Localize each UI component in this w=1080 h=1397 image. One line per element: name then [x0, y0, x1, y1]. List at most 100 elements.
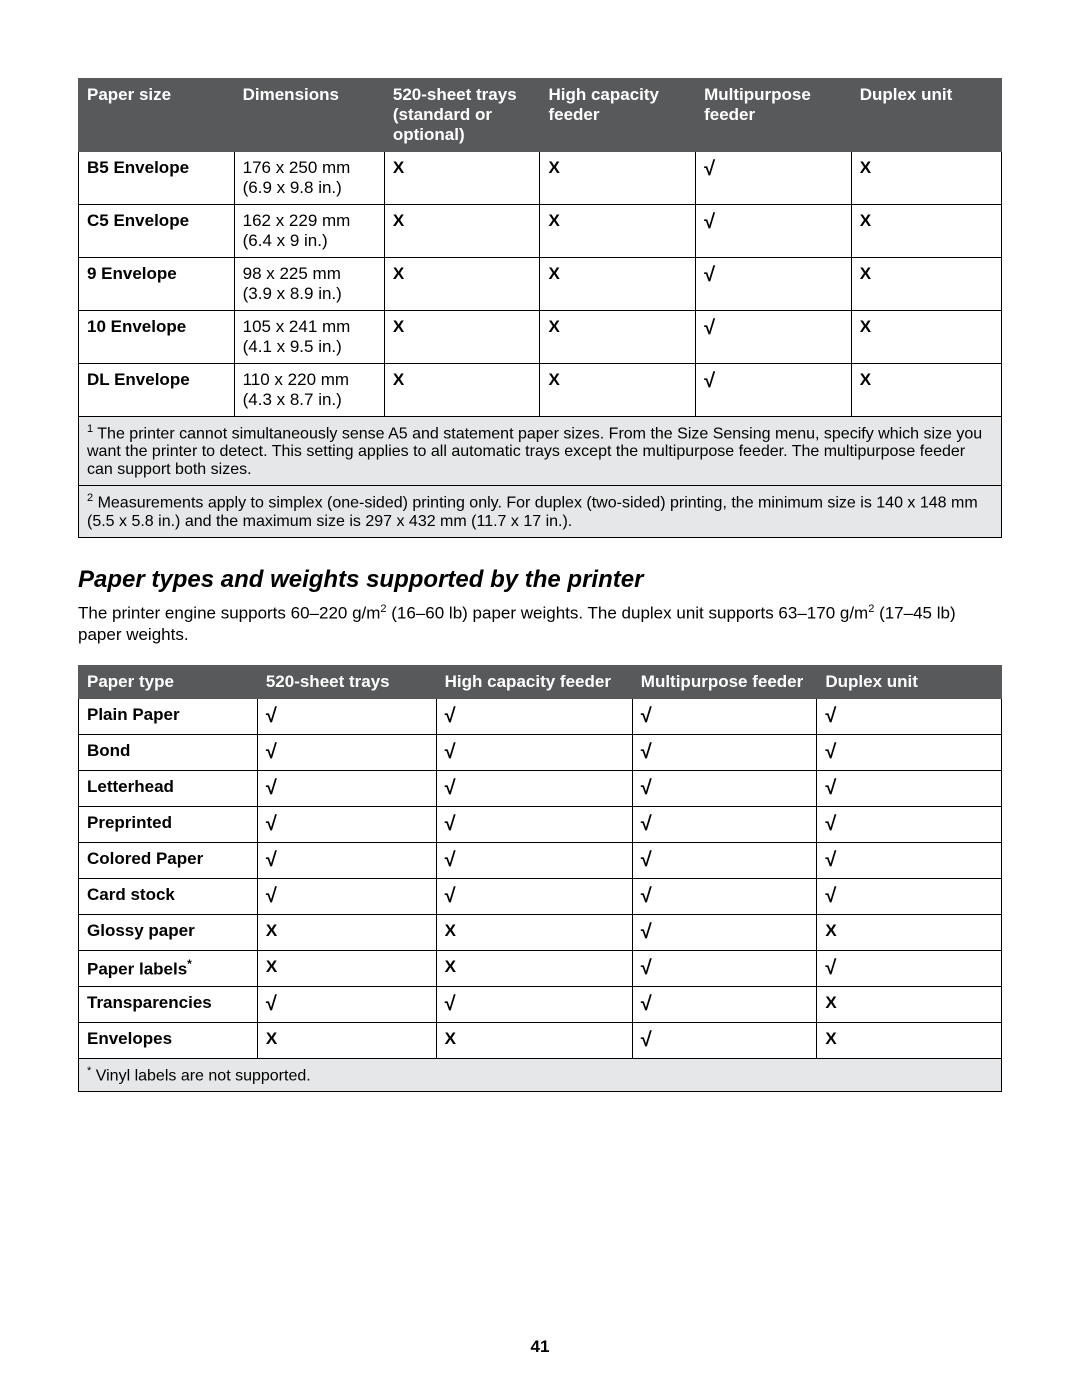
paper-size-label: B5 Envelope	[79, 152, 235, 205]
paper-type-label: Glossy paper	[79, 914, 258, 950]
paper-type-label: Card stock	[79, 878, 258, 914]
support-cell: √	[436, 842, 632, 878]
table-footnote: 2 Measurements apply to simplex (one-sid…	[79, 486, 1002, 537]
support-cell: √	[436, 734, 632, 770]
support-cell: √	[817, 878, 1002, 914]
table1-header: High capacity feeder	[540, 79, 696, 152]
paper-type-label: Envelopes	[79, 1022, 258, 1058]
dim-in: (4.1 x 9.5 in.)	[243, 337, 342, 356]
support-cell: √	[632, 734, 817, 770]
support-cell: √	[632, 950, 817, 986]
support-cell: X	[384, 152, 540, 205]
support-cell: √	[257, 770, 436, 806]
support-cell: √	[817, 698, 1002, 734]
table-row: 9 Envelope98 x 225 mm(3.9 x 8.9 in.)XX√X	[79, 258, 1002, 311]
support-cell: X	[851, 152, 1001, 205]
support-cell: √	[436, 698, 632, 734]
support-cell: X	[540, 258, 696, 311]
table-footnote-row: 1 The printer cannot simultaneously sens…	[79, 417, 1002, 486]
support-cell: √	[257, 986, 436, 1022]
table2-header: High capacity feeder	[436, 665, 632, 698]
table-row: C5 Envelope162 x 229 mm(6.4 x 9 in.)XX√X	[79, 205, 1002, 258]
support-cell: √	[817, 950, 1002, 986]
table2-header: Paper type	[79, 665, 258, 698]
dimensions-cell: 176 x 250 mm(6.9 x 9.8 in.)	[234, 152, 384, 205]
table-row: DL Envelope110 x 220 mm(4.3 x 8.7 in.)XX…	[79, 364, 1002, 417]
table-footnote: 1 The printer cannot simultaneously sens…	[79, 417, 1002, 486]
support-cell: X	[436, 950, 632, 986]
table-row: Paper labels*XX√√	[79, 950, 1002, 986]
paper-size-label: 9 Envelope	[79, 258, 235, 311]
dim-mm: 98 x 225 mm	[243, 264, 341, 283]
support-cell: √	[696, 311, 852, 364]
support-cell: √	[632, 698, 817, 734]
table1-header: Duplex unit	[851, 79, 1001, 152]
dim-mm: 162 x 229 mm	[243, 211, 351, 230]
support-cell: √	[257, 734, 436, 770]
support-cell: √	[632, 986, 817, 1022]
paper-type-label: Preprinted	[79, 806, 258, 842]
support-cell: X	[817, 914, 1002, 950]
support-cell: X	[257, 950, 436, 986]
dim-mm: 176 x 250 mm	[243, 158, 351, 177]
support-cell: √	[632, 806, 817, 842]
section-intro: The printer engine supports 60–220 g/m2 …	[78, 602, 1002, 647]
paper-type-label: Bond	[79, 734, 258, 770]
table1-header: Dimensions	[234, 79, 384, 152]
support-cell: X	[384, 205, 540, 258]
table-row: B5 Envelope176 x 250 mm(6.9 x 9.8 in.)XX…	[79, 152, 1002, 205]
dimensions-cell: 98 x 225 mm(3.9 x 8.9 in.)	[234, 258, 384, 311]
support-cell: √	[257, 878, 436, 914]
dim-in: (4.3 x 8.7 in.)	[243, 390, 342, 409]
support-cell: √	[696, 258, 852, 311]
paper-type-label: Paper labels*	[79, 950, 258, 986]
table-row: 10 Envelope105 x 241 mm(4.1 x 9.5 in.) X X…	[79, 311, 1002, 364]
support-cell: X	[384, 258, 540, 311]
support-cell: √	[817, 770, 1002, 806]
table-row: Glossy paperXX√X	[79, 914, 1002, 950]
section-title: Paper types and weights supported by the…	[78, 566, 1002, 594]
paper-type-label: Colored Paper	[79, 842, 258, 878]
paper-type-label: Transparencies	[79, 986, 258, 1022]
intro-text-mid: (16–60 lb) paper weights. The duplex uni…	[387, 603, 869, 622]
support-cell: X	[436, 1022, 632, 1058]
support-cell: X	[540, 364, 696, 417]
support-cell: √	[696, 205, 852, 258]
support-cell: √	[436, 878, 632, 914]
paper-type-table: Paper type520-sheet traysHigh capacity f…	[78, 665, 1002, 1092]
support-cell: √	[257, 806, 436, 842]
dim-in: (6.9 x 9.8 in.)	[243, 178, 342, 197]
table2-header: 520-sheet trays	[257, 665, 436, 698]
support-cell: X	[851, 364, 1001, 417]
dimensions-cell: 105 x 241 mm(4.1 x 9.5 in.)	[234, 311, 384, 364]
table-footnote-row: 2 Measurements apply to simplex (one-sid…	[79, 486, 1002, 537]
table2-header: Duplex unit	[817, 665, 1002, 698]
table-row: Bond√√√√	[79, 734, 1002, 770]
table-row: Preprinted√√√√	[79, 806, 1002, 842]
support-cell: √	[696, 364, 852, 417]
dimensions-cell: 110 x 220 mm(4.3 x 8.7 in.)	[234, 364, 384, 417]
support-cell: √	[817, 734, 1002, 770]
support-cell: √	[632, 878, 817, 914]
support-cell: X	[540, 311, 696, 364]
support-cell: X	[851, 311, 1001, 364]
table1-header: Paper size	[79, 79, 235, 152]
table-row: EnvelopesXX√X	[79, 1022, 1002, 1058]
support-cell: √	[632, 842, 817, 878]
table1-header: Multipurpose feeder	[696, 79, 852, 152]
table1-header: 520-sheet trays (standard or optional)	[384, 79, 540, 152]
table-row: Transparencies√√√X	[79, 986, 1002, 1022]
support-cell: √	[436, 806, 632, 842]
support-cell: X	[384, 364, 540, 417]
support-cell: X	[257, 1022, 436, 1058]
support-cell: X	[817, 1022, 1002, 1058]
support-cell: X	[851, 205, 1001, 258]
intro-text-pre: The printer engine supports 60–220 g/m	[78, 603, 380, 622]
paper-size-table: Paper sizeDimensions520-sheet trays (sta…	[78, 78, 1002, 538]
dim-in: (3.9 x 8.9 in.)	[243, 284, 342, 303]
dim-in: (6.4 x 9 in.)	[243, 231, 328, 250]
support-cell: X	[257, 914, 436, 950]
paper-size-label: 10 Envelope	[79, 311, 235, 364]
page: Paper sizeDimensions520-sheet trays (sta…	[0, 0, 1080, 1397]
support-cell: √	[696, 152, 852, 205]
